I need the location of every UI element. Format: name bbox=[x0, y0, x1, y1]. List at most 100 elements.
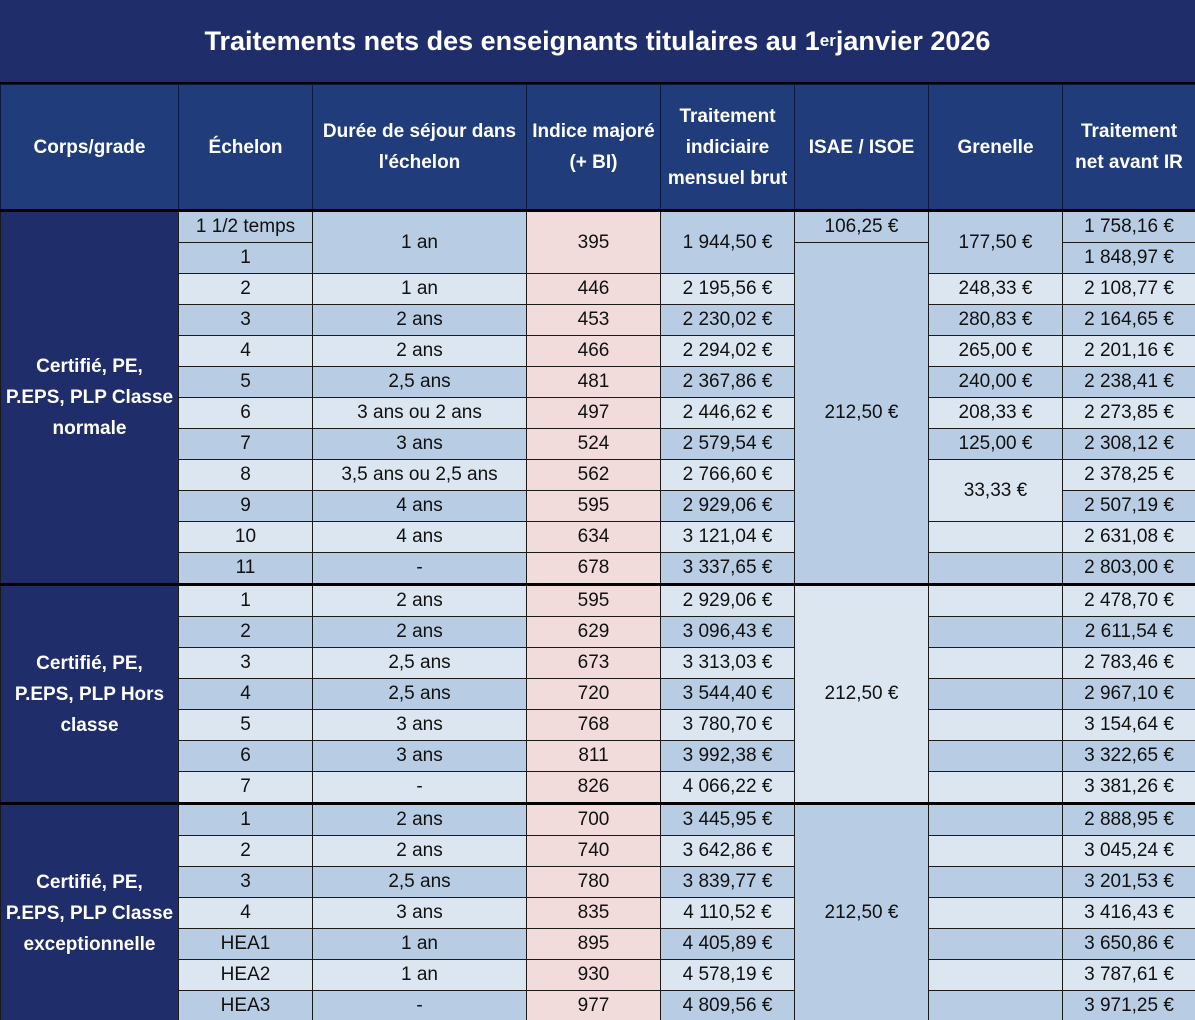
echelon-cell: 2 bbox=[178, 835, 313, 867]
traitement-brut-cell: 2 294,02 € bbox=[660, 335, 795, 367]
isae-isoe-cell: 212,50 € bbox=[794, 802, 929, 1020]
table-row: 3 2,5 ans 780 3 839,77 € 3 201,53 € bbox=[1, 866, 1195, 898]
traitement-brut-cell: 4 809,56 € bbox=[660, 990, 795, 1020]
grenelle-cell bbox=[928, 740, 1063, 772]
traitement-brut-cell: 3 642,86 € bbox=[660, 835, 795, 867]
echelon-cell: 1 bbox=[178, 242, 313, 274]
echelon-cell: 8 bbox=[178, 459, 313, 491]
grenelle-cell: 265,00 € bbox=[928, 335, 1063, 367]
duree-cell: 1 an bbox=[312, 273, 527, 305]
traitement-net-cell: 3 650,86 € bbox=[1062, 928, 1195, 960]
duree-cell: 2 ans bbox=[312, 616, 527, 648]
echelon-cell: 11 bbox=[178, 552, 313, 585]
header-indice: Indice majoré (+ BI) bbox=[526, 84, 661, 211]
duree-cell: - bbox=[312, 990, 527, 1020]
grenelle-cell bbox=[928, 802, 1063, 836]
echelon-cell: 2 bbox=[178, 616, 313, 648]
table-row: Certifié, PE, P.EPS, PLP Classe normale 1… bbox=[0, 209, 1195, 585]
traitement-net-cell: 2 201,16 € bbox=[1062, 335, 1195, 367]
traitement-net-cell: 3 154,64 € bbox=[1062, 709, 1195, 741]
grenelle-cell: 280,83 € bbox=[928, 304, 1063, 336]
traitement-brut-cell: 2 230,02 € bbox=[660, 304, 795, 336]
indice-cell: 977 bbox=[526, 990, 661, 1020]
traitement-brut-cell: 3 992,38 € bbox=[660, 740, 795, 772]
traitement-net-cell: 3 416,43 € bbox=[1062, 897, 1195, 929]
echelon-cell: 6 bbox=[178, 740, 313, 772]
duree-cell: 1 an bbox=[312, 209, 527, 274]
table-row: HEA3-977 4 809,56 € 3 971,25 € bbox=[1, 990, 1195, 1020]
table-title: Traitements nets des enseignants titulai… bbox=[0, 0, 1195, 84]
grenelle-cell bbox=[928, 583, 1063, 617]
indice-cell: 395 bbox=[526, 209, 661, 274]
title-superscript: er bbox=[819, 31, 836, 50]
grenelle-cell bbox=[928, 647, 1063, 679]
indice-cell: 720 bbox=[526, 678, 661, 710]
corps-grade-cell: Certifié, PE, P.EPS, PLP Classe normale bbox=[0, 209, 179, 585]
traitement-net-cell: 3 201,53 € bbox=[1062, 866, 1195, 898]
traitement-brut-cell: 3 445,95 € bbox=[660, 802, 795, 836]
traitement-brut-cell: 4 405,89 € bbox=[660, 928, 795, 960]
grenelle-cell: 248,33 € bbox=[928, 273, 1063, 305]
echelon-cell: 1 bbox=[178, 583, 313, 617]
indice-cell: 811 bbox=[526, 740, 661, 772]
grenelle-cell: 33,33 € bbox=[928, 459, 1063, 522]
duree-cell: 2,5 ans bbox=[312, 866, 527, 898]
duree-cell: 1 an bbox=[312, 928, 527, 960]
traitement-brut-cell: 4 578,19 € bbox=[660, 959, 795, 991]
grenelle-cell bbox=[928, 552, 1063, 585]
traitement-brut-cell: 3 544,40 € bbox=[660, 678, 795, 710]
header-isae-isoe: ISAE / ISOE bbox=[794, 84, 929, 211]
indice-cell: 524 bbox=[526, 428, 661, 460]
header-grenelle: Grenelle bbox=[928, 84, 1063, 211]
indice-cell: 678 bbox=[526, 552, 661, 585]
header-echelon: Échelon bbox=[178, 84, 313, 211]
traitement-net-cell: 3 045,24 € bbox=[1062, 835, 1195, 867]
indice-cell: 595 bbox=[526, 583, 661, 617]
traitement-net-cell: 1 758,16 € bbox=[1062, 209, 1195, 243]
isae-isoe-cell: 212,50 € bbox=[794, 242, 929, 585]
indice-cell: 497 bbox=[526, 397, 661, 429]
duree-cell: 3 ans bbox=[312, 428, 527, 460]
duree-cell: 3 ans bbox=[312, 740, 527, 772]
header-duree: Durée de séjour dans l'échelon bbox=[312, 84, 527, 211]
traitement-brut-cell: 2 929,06 € bbox=[660, 490, 795, 522]
duree-cell: 2 ans bbox=[312, 802, 527, 836]
grenelle-cell: 208,33 € bbox=[928, 397, 1063, 429]
duree-cell: 2,5 ans bbox=[312, 647, 527, 679]
indice-cell: 453 bbox=[526, 304, 661, 336]
echelon-cell: 5 bbox=[178, 366, 313, 398]
duree-cell: 3 ans bbox=[312, 709, 527, 741]
traitement-brut-cell: 2 929,06 € bbox=[660, 583, 795, 617]
echelon-cell: 4 bbox=[178, 335, 313, 367]
grenelle-cell: 240,00 € bbox=[928, 366, 1063, 398]
echelon-cell: 6 bbox=[178, 397, 313, 429]
grenelle-cell bbox=[928, 835, 1063, 867]
indice-cell: 826 bbox=[526, 771, 661, 804]
table-row: HEA2 1 an 930 4 578,19 € 3 787,61 € bbox=[1, 959, 1195, 991]
grenelle-cell bbox=[928, 771, 1063, 804]
indice-cell: 780 bbox=[526, 866, 661, 898]
traitement-brut-cell: 2 367,86 € bbox=[660, 366, 795, 398]
table-row: 4 2,5 ans 720 3 544,40 € 2 967,10 € bbox=[1, 678, 1195, 710]
table-row: HEA1 1 an 895 4 405,89 € 3 650,86 € bbox=[1, 928, 1195, 960]
echelon-cell: 9 bbox=[178, 490, 313, 522]
corps-grade-cell: Certifié, PE, P.EPS, PLP Hors classe bbox=[0, 583, 179, 804]
grenelle-cell: 125,00 € bbox=[928, 428, 1063, 460]
traitement-net-cell: 2 308,12 € bbox=[1062, 428, 1195, 460]
title-text-end: janvier 2026 bbox=[835, 25, 991, 56]
traitement-net-cell: 2 273,85 € bbox=[1062, 397, 1195, 429]
duree-cell: 2,5 ans bbox=[312, 678, 527, 710]
traitement-net-cell: 2 238,41 € bbox=[1062, 366, 1195, 398]
echelon-cell: HEA1 bbox=[178, 928, 313, 960]
traitement-net-cell: 2 611,54 € bbox=[1062, 616, 1195, 648]
duree-cell: - bbox=[312, 552, 527, 585]
duree-cell: 2,5 ans bbox=[312, 366, 527, 398]
traitement-brut-cell: 3 839,77 € bbox=[660, 866, 795, 898]
echelon-cell: 1 bbox=[178, 802, 313, 836]
